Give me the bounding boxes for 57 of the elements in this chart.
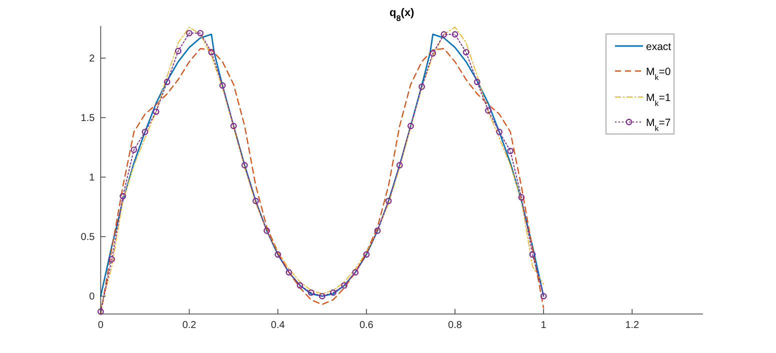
point	[496, 128, 502, 136]
point	[152, 108, 160, 115]
point	[296, 282, 304, 289]
point	[252, 198, 259, 204]
legend-label: exact	[646, 41, 672, 53]
point	[230, 122, 237, 130]
point	[208, 48, 215, 56]
point	[462, 48, 470, 56]
point	[175, 48, 182, 54]
x-tick-label: 1	[540, 320, 547, 331]
point	[474, 78, 480, 86]
point	[507, 148, 514, 154]
point	[108, 256, 115, 262]
x-tick-label: 0.6	[359, 320, 374, 331]
point	[363, 251, 370, 258]
point	[286, 269, 292, 276]
y-tick-label: 1.5	[80, 113, 96, 124]
y-tick-label: 2	[89, 54, 96, 65]
y-tick-label: 1	[89, 172, 96, 184]
point	[164, 78, 170, 86]
point	[197, 30, 204, 36]
point	[418, 83, 425, 90]
point	[318, 292, 326, 300]
legend-label: M$_{k}$=0	[646, 66, 671, 82]
point	[396, 162, 403, 168]
point	[518, 194, 525, 201]
point	[540, 292, 547, 300]
point	[142, 128, 148, 136]
legend-label: M$_{k}$=1	[646, 92, 671, 108]
point	[130, 146, 138, 153]
point	[529, 251, 536, 258]
legend-label: M$_{k}$=7	[646, 117, 671, 132]
point	[219, 82, 226, 89]
point	[120, 192, 126, 200]
x-tick-label: 0.2	[182, 320, 197, 331]
chart-title: q$_{8}$(x)	[389, 7, 415, 22]
point	[264, 227, 270, 234]
point	[330, 289, 336, 296]
point	[440, 31, 448, 38]
y-tick-label: 0.5	[80, 232, 96, 244]
point	[186, 30, 192, 36]
point	[430, 50, 436, 57]
point	[385, 198, 392, 204]
point	[241, 162, 248, 168]
x-tick-label: 0.8	[448, 320, 462, 331]
point	[408, 122, 414, 130]
point	[274, 251, 282, 258]
point	[352, 269, 359, 276]
point	[308, 289, 314, 296]
x-tick-label: 0.4	[270, 320, 286, 331]
y-tick-label: 0	[89, 292, 96, 303]
x-tick-label: 0	[98, 320, 104, 331]
point	[452, 31, 458, 38]
point	[485, 107, 492, 114]
point	[341, 282, 348, 289]
point	[374, 227, 381, 234]
x-tick-label: 1.2	[625, 320, 640, 331]
